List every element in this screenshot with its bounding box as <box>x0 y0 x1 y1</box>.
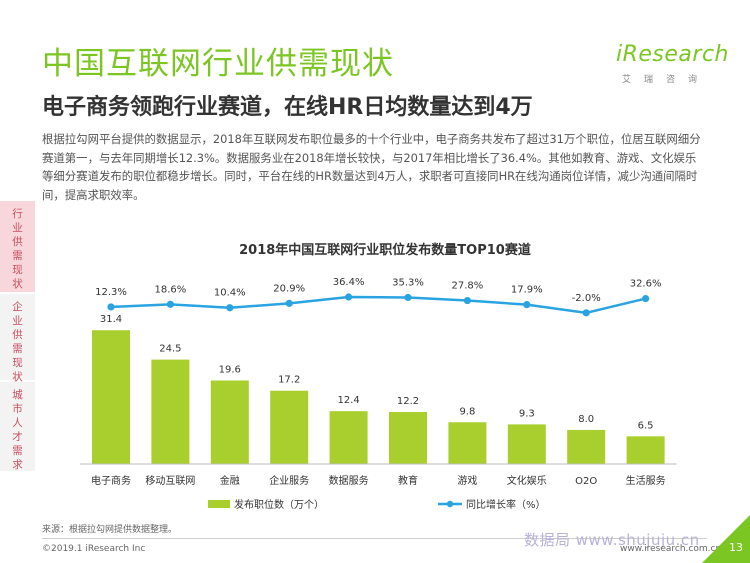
x-tick-label: 金融 <box>220 474 240 487</box>
logo-text: iResearch <box>616 42 729 67</box>
growth-label: 36.4% <box>333 277 365 288</box>
site-url: www.iresearch.com.cn <box>620 544 722 554</box>
x-tick-label: 电子商务 <box>91 474 131 487</box>
growth-label: 35.3% <box>392 277 424 288</box>
growth-label: 17.9% <box>511 285 543 296</box>
growth-label: 10.4% <box>214 288 246 299</box>
growth-label: 32.6% <box>630 279 662 290</box>
iresearch-logo: iResearch 艾瑞咨询 <box>614 42 729 88</box>
side-tab-label: 行业供需现状 <box>12 208 23 290</box>
page-subtitle: 电子商务领跑行业赛道，在线HR日均数量达到4万 <box>42 95 533 120</box>
growth-point <box>345 293 353 301</box>
bar-value-label: 9.8 <box>459 406 475 417</box>
growth-point <box>285 299 293 307</box>
growth-point <box>226 304 234 312</box>
legend-line-label: 同比增长率（%） <box>466 498 546 511</box>
growth-point <box>642 294 650 303</box>
x-tick-label: O2O <box>575 476 597 487</box>
x-axis-labels: 电子商务 移动互联网 金融 企业服务 数据服务 教育 游戏 文化娱乐 O2O 生活服务 <box>91 474 666 487</box>
legend-line-marker <box>446 500 454 508</box>
bar <box>210 380 249 464</box>
growth-point <box>463 296 471 305</box>
growth-label: 18.6% <box>155 284 187 295</box>
growth-point <box>404 293 412 302</box>
bar-value-label: 31.4 <box>100 314 122 325</box>
chart-title: 2018年中国互联网行业职位发布数量TOP10赛道 <box>239 242 531 258</box>
page-title: 中国互联网行业供需现状 <box>42 46 394 82</box>
bar <box>626 436 665 464</box>
side-tab-label: 企业供需现状 <box>12 301 23 383</box>
legend-bar-label: 发布职位数（万个） <box>234 498 324 511</box>
bar-value-label: 8.0 <box>578 414 594 425</box>
bar <box>270 390 309 464</box>
growth-label: 12.3% <box>95 287 127 298</box>
side-tab-enterprise[interactable]: 企业供需现状 <box>0 294 35 383</box>
bar-value-label: 6.5 <box>638 420 654 431</box>
growth-point <box>166 300 174 308</box>
bar-value-label: 17.2 <box>278 375 300 386</box>
x-tick-label: 游戏 <box>457 474 477 487</box>
source-note: 来源：根据拉勾网提供数据整理。 <box>42 525 178 535</box>
logo-subtext: 艾瑞咨询 <box>622 75 711 85</box>
x-tick-label: 生活服务 <box>626 474 666 487</box>
description-paragraph: 根据拉勾网平台提供的数据显示，2018年互联网发布职位最多的十个行业中，电子商务… <box>42 132 701 202</box>
corner-decoration <box>702 515 750 563</box>
growth-point <box>523 301 531 309</box>
growth-rate-labels: 12.3% 18.6% 10.4% 20.9% 36.4% 35.3% 27.8% 17.9%… <box>95 277 661 304</box>
growth-label: 20.9% <box>273 283 305 294</box>
bar-series <box>92 330 665 464</box>
chart-legend: 发布职位数（万个） 同比增长率（%） <box>208 498 546 511</box>
bar <box>567 429 606 464</box>
bar-value-labels: 31.4 24.5 19.6 17.2 12.4 12.2 9.8 9.3 8.0 6.5 <box>100 314 654 431</box>
bar-value-label: 12.2 <box>397 396 419 407</box>
footer-divider <box>42 538 707 539</box>
page-number: 13 <box>729 541 743 554</box>
bar <box>507 424 546 464</box>
bar <box>92 330 130 464</box>
growth-rate-line <box>110 295 646 315</box>
copyright-text: ©2019.1 iResearch Inc <box>42 544 146 554</box>
bar <box>448 422 487 464</box>
x-tick-label: 教育 <box>398 474 418 487</box>
bar-value-label: 24.5 <box>159 344 181 355</box>
job-postings-chart: 2018年中国互联网行业职位发布数量TOP10赛道 31.4 24.5 19.6 17… <box>80 242 677 511</box>
side-tab-city[interactable]: 城市人才需求 <box>0 382 35 471</box>
growth-label: 27.8% <box>452 281 484 292</box>
growth-rate-points <box>107 293 650 317</box>
bar <box>329 411 368 464</box>
x-tick-label: 文化娱乐 <box>507 474 547 487</box>
x-tick-label: 移动互联网 <box>145 474 195 487</box>
growth-label: -2.0% <box>572 293 601 304</box>
x-tick-label: 数据服务 <box>329 474 369 487</box>
bar <box>389 412 427 464</box>
growth-point <box>107 303 115 311</box>
bar <box>151 359 190 464</box>
bar-value-label: 12.4 <box>337 395 359 406</box>
bar-value-label: 19.6 <box>219 365 241 376</box>
x-tick-label: 企业服务 <box>269 474 309 487</box>
legend-bar-swatch <box>208 500 230 508</box>
side-tab-label: 城市人才需求 <box>12 389 23 471</box>
side-tab-industry[interactable]: 行业供需现状 <box>0 201 35 292</box>
watermark-text: 数据局 www.shujuju.cn <box>524 531 700 549</box>
bar-value-label: 9.3 <box>519 408 535 419</box>
growth-point <box>582 309 590 317</box>
